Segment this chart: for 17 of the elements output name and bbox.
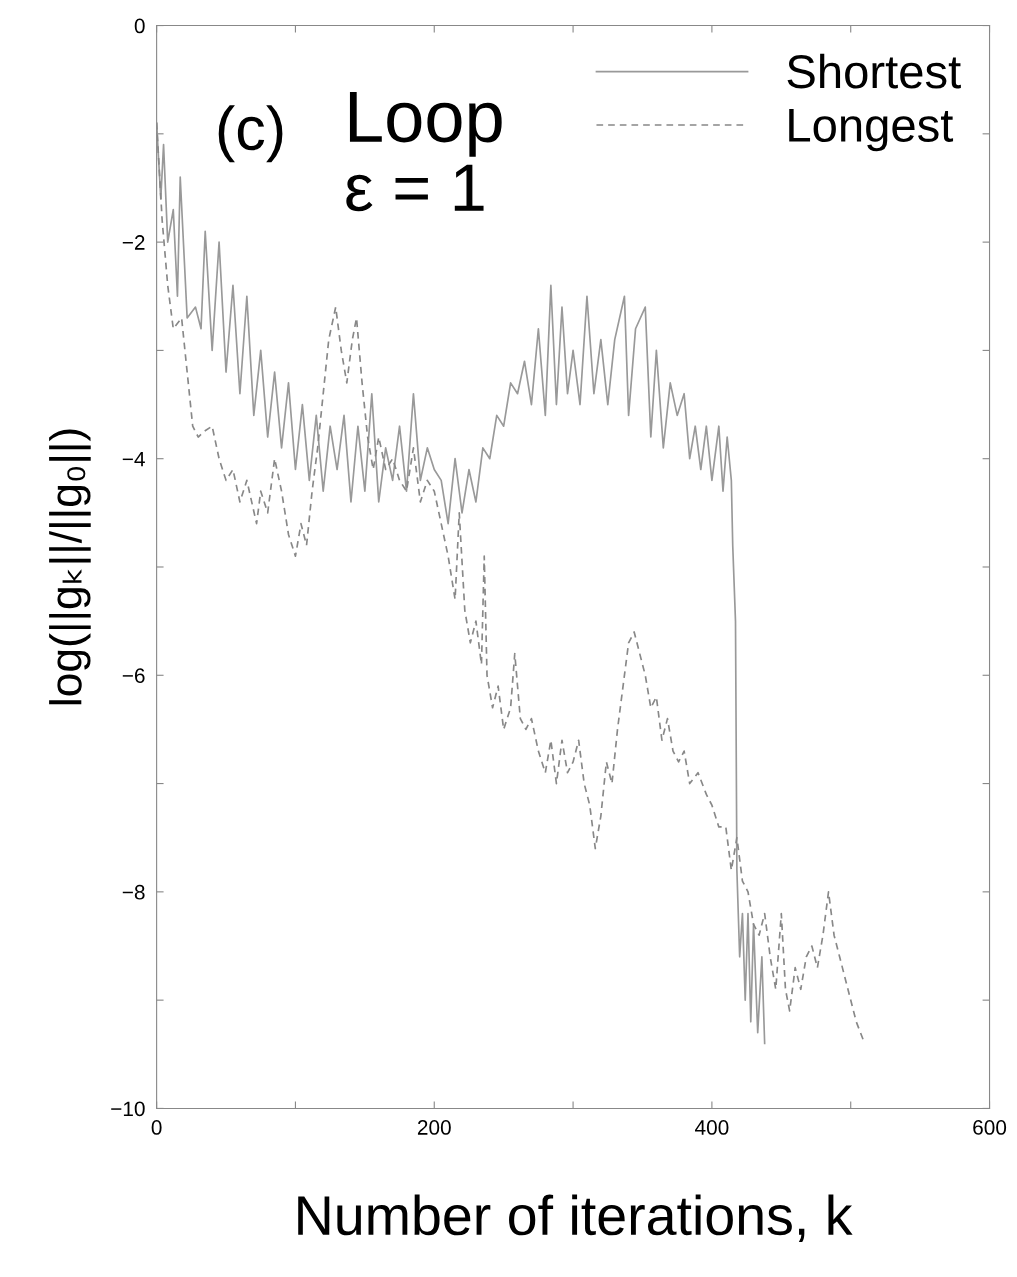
y-axis-title: log(||gₖ||/||g₀||) (49, 429, 91, 705)
x-tick-label: 200 (417, 1120, 451, 1135)
x-tick-label: 400 (695, 1120, 729, 1135)
x-tick-label: 0 (151, 1120, 162, 1135)
annotation: ε = 1 (346, 164, 484, 212)
annotation: (c) (218, 105, 283, 163)
legend-label: Shortest (787, 53, 961, 89)
x-axis-title: Number of iterations, k (298, 1194, 853, 1242)
x-tick-label: 600 (973, 1120, 1007, 1135)
legend-label: Longest (789, 109, 954, 152)
y-tick-label: 0 (134, 18, 145, 34)
annotation: Loop (349, 91, 502, 157)
y-tick-label: −4 (122, 451, 145, 467)
y-tick-label: −2 (122, 235, 145, 250)
y-tick-label: −8 (122, 884, 145, 900)
y-tick-label: −10 (111, 1101, 145, 1117)
y-tick-label: −6 (122, 668, 145, 684)
